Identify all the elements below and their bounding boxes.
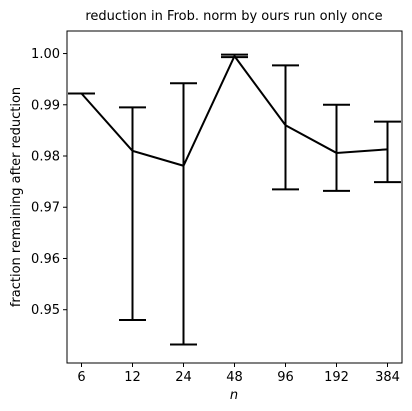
y-tick-label: 0.95 bbox=[31, 303, 60, 318]
error-bar bbox=[119, 106, 146, 321]
error-bar bbox=[272, 64, 299, 191]
series-line bbox=[80, 54, 388, 167]
y-tick-label: 1.00 bbox=[31, 47, 60, 62]
error-bar bbox=[323, 103, 350, 192]
y-tick-label: 0.99 bbox=[31, 98, 60, 113]
series-line-layer bbox=[80, 54, 388, 167]
x-axis-label: n bbox=[230, 388, 238, 403]
x-tick-label: 6 bbox=[77, 370, 85, 385]
y-tick-label: 0.98 bbox=[31, 150, 60, 165]
y-axis-label: fraction remaining after reduction bbox=[9, 87, 24, 307]
error-bar bbox=[170, 82, 197, 346]
error-bar bbox=[374, 120, 401, 184]
x-tick-label: 192 bbox=[324, 370, 349, 385]
x-tick-label: 24 bbox=[175, 370, 192, 385]
chart-title: reduction in Frob. norm by ours run only… bbox=[85, 9, 382, 24]
error-bars bbox=[68, 53, 401, 346]
y-tick-label: 0.97 bbox=[31, 201, 60, 216]
x-tick-label: 96 bbox=[277, 370, 294, 385]
ticks-layer: 0.95 0.96 0.97 0.98 0.99 1.00 6 12 24 48 96 192 384 bbox=[31, 47, 400, 385]
x-tick-label: 48 bbox=[226, 370, 243, 385]
y-tick-label: 0.96 bbox=[31, 252, 60, 267]
x-tick-label: 12 bbox=[124, 370, 141, 385]
x-tick-label: 384 bbox=[375, 370, 400, 385]
plot-frame bbox=[66, 30, 403, 364]
